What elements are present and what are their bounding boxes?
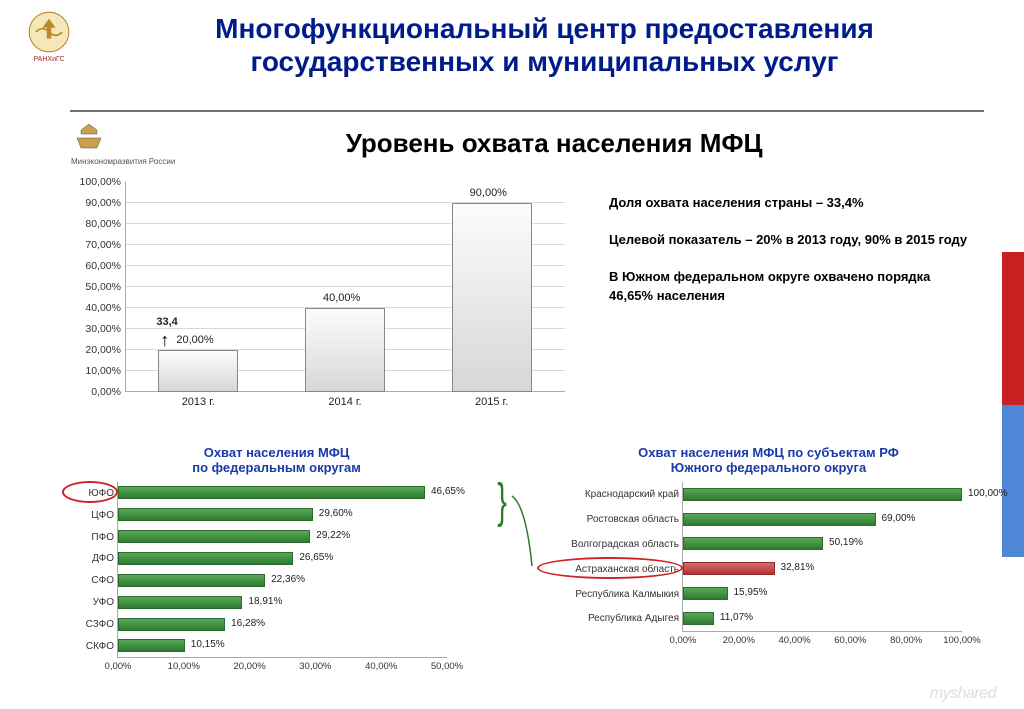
hbar xyxy=(683,488,962,501)
category-label: Краснодарский край xyxy=(585,485,683,505)
title-underline xyxy=(70,110,984,112)
info-paragraph-2: Целевой показатель – 20% в 2013 году, 90… xyxy=(609,231,969,250)
category-label: СКФО xyxy=(86,636,118,656)
info-paragraph-1: Доля охвата населения страны – 33,4% xyxy=(609,194,969,213)
category-label: Волгоградская область xyxy=(571,534,683,554)
category-label: ДФО xyxy=(92,549,118,569)
category-label: СФО xyxy=(91,571,118,591)
hbar xyxy=(118,574,265,587)
chart2-title: Охват населения МФЦпо федеральным округа… xyxy=(65,446,488,476)
hbar xyxy=(118,552,293,565)
slide-title: Уровень охвата населения МФЦ xyxy=(193,128,995,159)
category-label: ЦФО xyxy=(91,505,118,525)
chart3-title: Охват населения МФЦ по субъектам РФЮжног… xyxy=(542,446,995,476)
inner-slide: Минэкономразвития России Уровень охвата … xyxy=(65,120,995,695)
info-paragraph-3: В Южном федеральном округе охвачено поря… xyxy=(609,268,969,306)
hbar xyxy=(118,618,225,631)
category-label: Республика Адыгея xyxy=(588,609,683,629)
category-label: УФО xyxy=(93,593,118,613)
category-label: СЗФО xyxy=(86,615,118,635)
hbar xyxy=(683,537,823,550)
bar-year xyxy=(452,203,532,392)
bar-year xyxy=(305,308,385,392)
chart-coverage-by-district: Охват населения МФЦпо федеральным округа… xyxy=(65,446,488,658)
side-flag-stripe xyxy=(1002,100,1024,709)
eagle-emblem-icon xyxy=(27,10,71,54)
hbar xyxy=(683,587,728,600)
hbar xyxy=(118,530,310,543)
ministry-emblem-icon xyxy=(71,120,107,156)
hbar xyxy=(683,562,775,575)
ministry-label: Минэкономразвития России xyxy=(71,158,175,166)
logo-text: РАНХиГС xyxy=(14,56,84,63)
category-label: ПФО xyxy=(91,527,118,547)
hbar xyxy=(683,513,876,526)
ranepa-logo: РАНХиГС xyxy=(14,10,84,63)
page-title: Многофункциональный центр предоставления… xyxy=(105,12,984,78)
hbar xyxy=(118,639,185,652)
category-label: Ростовская область xyxy=(587,510,683,530)
chart-coverage-by-region: Охват населения МФЦ по субъектам РФЮжног… xyxy=(542,446,995,658)
bar-year xyxy=(158,350,238,392)
hbar xyxy=(118,508,313,521)
category-label: Республика Калмыкия xyxy=(575,584,683,604)
hbar xyxy=(118,596,242,609)
chart-coverage-by-year: 0,00%10,00%20,00%30,00%40,00%50,00%60,00… xyxy=(65,172,595,442)
hbar xyxy=(118,486,425,499)
watermark: myshared xyxy=(930,685,996,703)
hbar xyxy=(683,612,714,625)
info-text-block: Доля охвата населения страны – 33,4% Цел… xyxy=(595,172,975,442)
brace-connector: } xyxy=(500,446,530,658)
